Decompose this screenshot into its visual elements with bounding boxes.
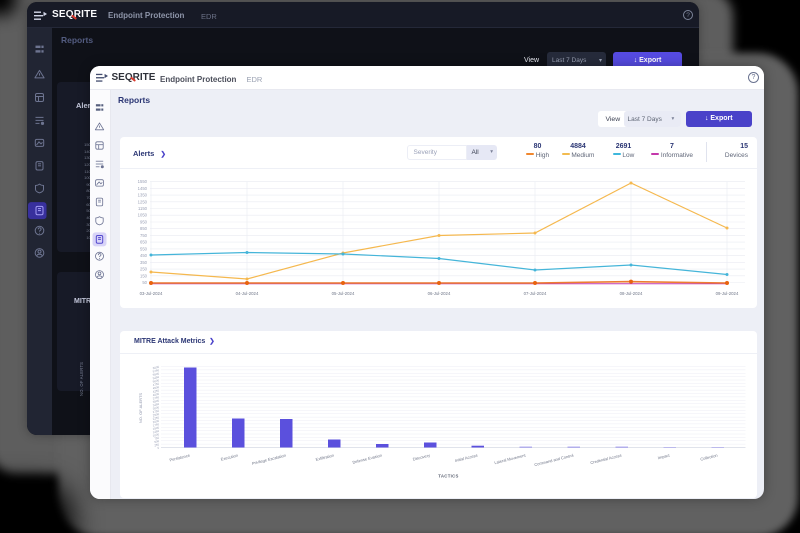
- svg-text:2000: 2000: [152, 419, 160, 425]
- svg-text:TACTICS: TACTICS: [438, 474, 458, 479]
- svg-text:5500: 5500: [152, 371, 160, 377]
- svg-text:08-Jul-2024: 08-Jul-2024: [620, 291, 643, 296]
- svg-text:50: 50: [142, 280, 147, 285]
- svg-text:0: 0: [157, 446, 160, 450]
- svg-text:1750: 1750: [152, 422, 160, 428]
- svg-text:1550: 1550: [138, 179, 148, 184]
- svg-text:1350: 1350: [138, 193, 148, 198]
- svg-text:5000: 5000: [152, 378, 160, 384]
- svg-text:750: 750: [140, 233, 148, 238]
- svg-text:1250: 1250: [152, 429, 160, 435]
- svg-text:3000: 3000: [152, 405, 160, 411]
- svg-text:1150: 1150: [138, 206, 148, 211]
- svg-text:250: 250: [140, 267, 148, 272]
- svg-text:09-Jul-2024: 09-Jul-2024: [716, 291, 739, 296]
- svg-text:850: 850: [140, 226, 148, 231]
- svg-text:NO. OF ALERTS: NO. OF ALERTS: [138, 393, 143, 423]
- svg-text:Privilege Escalation: Privilege Escalation: [251, 453, 286, 466]
- svg-text:4750: 4750: [152, 382, 160, 388]
- svg-text:500: 500: [154, 439, 160, 444]
- svg-text:2750: 2750: [152, 409, 160, 415]
- svg-text:4250: 4250: [152, 388, 160, 394]
- svg-text:Execution: Execution: [220, 453, 238, 462]
- svg-text:05-Jul-2024: 05-Jul-2024: [332, 291, 355, 296]
- svg-text:Command and Control: Command and Control: [534, 453, 574, 468]
- svg-text:5750: 5750: [152, 368, 160, 374]
- svg-text:1500: 1500: [152, 425, 160, 431]
- svg-text:950: 950: [140, 220, 148, 225]
- svg-text:350: 350: [140, 260, 148, 265]
- svg-text:450: 450: [140, 253, 148, 258]
- svg-text:1050: 1050: [138, 213, 148, 218]
- svg-text:3250: 3250: [152, 402, 160, 408]
- svg-text:Lateral Movement: Lateral Movement: [494, 452, 527, 465]
- svg-text:03-Jul-2024: 03-Jul-2024: [140, 291, 163, 296]
- svg-text:1000: 1000: [152, 432, 160, 438]
- svg-text:6000: 6000: [152, 365, 160, 371]
- svg-text:4500: 4500: [152, 385, 160, 391]
- svg-text:150: 150: [140, 273, 148, 278]
- svg-text:Collection: Collection: [700, 453, 718, 462]
- svg-text:Discovery: Discovery: [412, 453, 430, 462]
- svg-text:650: 650: [140, 240, 148, 245]
- svg-text:Credential Access: Credential Access: [590, 453, 622, 466]
- svg-text:Persistence: Persistence: [169, 452, 191, 462]
- svg-text:Defense Evasion: Defense Evasion: [352, 453, 383, 465]
- svg-text:Exfiltration: Exfiltration: [315, 453, 334, 462]
- svg-text:550: 550: [140, 246, 148, 251]
- svg-text:04-Jul-2024: 04-Jul-2024: [236, 291, 259, 296]
- svg-text:1450: 1450: [138, 186, 148, 191]
- svg-text:5250: 5250: [152, 375, 160, 381]
- svg-text:3500: 3500: [152, 398, 160, 404]
- svg-text:2250: 2250: [152, 415, 160, 421]
- svg-text:2500: 2500: [152, 412, 160, 418]
- svg-text:07-Jul-2024: 07-Jul-2024: [524, 291, 547, 296]
- svg-text:250: 250: [154, 442, 160, 447]
- svg-text:4000: 4000: [152, 392, 160, 398]
- svg-text:3750: 3750: [152, 395, 160, 401]
- svg-text:Initial Access: Initial Access: [454, 453, 478, 463]
- svg-text:Impact: Impact: [657, 452, 671, 460]
- svg-text:1250: 1250: [138, 199, 148, 204]
- svg-text:06-Jul-2024: 06-Jul-2024: [428, 291, 451, 296]
- svg-text:750: 750: [154, 436, 160, 441]
